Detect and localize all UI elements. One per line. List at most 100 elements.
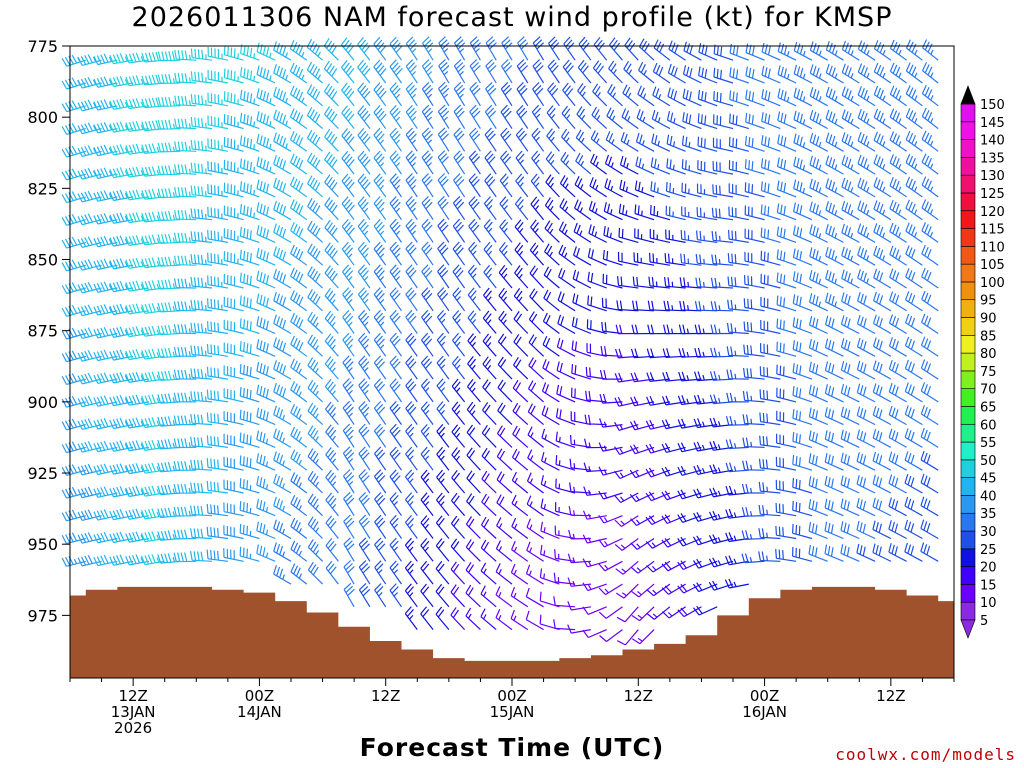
wind-barb <box>157 210 181 222</box>
wind-barb <box>125 394 149 406</box>
y-tick-label-925: 925 <box>27 464 58 483</box>
wind-barb <box>451 447 466 471</box>
wind-barb <box>453 127 466 152</box>
wind-barb <box>904 336 923 357</box>
wind-barb <box>469 81 481 107</box>
wind-barb <box>808 430 828 448</box>
wind-barb <box>598 537 623 548</box>
wind-barb <box>921 130 939 152</box>
wind-barb <box>646 372 670 382</box>
wind-barb <box>678 348 702 358</box>
wind-barb <box>206 366 228 380</box>
wind-barb <box>792 317 813 335</box>
wind-barb <box>480 539 497 562</box>
wind-barb <box>567 601 591 611</box>
wind-barb <box>61 418 86 431</box>
wind-barb <box>532 59 545 84</box>
wind-barb <box>777 111 797 130</box>
wind-barb <box>614 538 639 551</box>
wind-barb <box>420 469 434 494</box>
wind-barb <box>273 337 292 357</box>
wind-barb <box>634 228 655 243</box>
wind-barb <box>256 247 276 266</box>
wind-barb <box>920 450 939 471</box>
wind-barb <box>125 257 149 269</box>
wind-barb <box>157 119 181 130</box>
wind-barb <box>373 378 387 403</box>
colorbar-swatch <box>960 477 976 496</box>
wind-barb <box>697 160 718 175</box>
wind-barb <box>405 401 418 425</box>
wind-barb <box>342 469 355 494</box>
colorbar-swatch <box>960 263 976 283</box>
wind-barb <box>825 63 844 84</box>
colorbar-swatch <box>960 139 976 158</box>
wind-barb <box>239 135 260 152</box>
wind-barb <box>532 36 545 61</box>
wind-barb <box>761 135 781 152</box>
colorbar-label: 110 <box>980 240 1005 255</box>
wind-barb <box>905 176 923 198</box>
wind-barb <box>420 538 434 562</box>
wind-barb <box>708 534 734 545</box>
wind-barb <box>223 159 244 175</box>
wind-barb <box>357 196 371 221</box>
wind-barb <box>515 173 529 198</box>
wind-barb <box>452 332 466 357</box>
terrain <box>70 586 954 678</box>
credit-link[interactable]: coolwx.com/models <box>835 745 1016 764</box>
wind-barb <box>825 132 844 152</box>
wind-barb <box>323 37 339 61</box>
wind-barb <box>389 423 402 448</box>
wind-barb <box>648 276 670 289</box>
wind-barb <box>93 418 118 430</box>
wind-barb <box>698 42 718 61</box>
wind-barb <box>421 241 434 266</box>
colorbar-label: 130 <box>980 169 1005 184</box>
wind-barb <box>921 222 939 243</box>
wind-barb <box>824 452 844 471</box>
wind-barb <box>571 340 592 357</box>
wind-barb <box>631 606 655 622</box>
wind-barb <box>467 378 481 403</box>
wind-barb <box>598 442 623 452</box>
wind-barb <box>539 614 560 631</box>
wind-barb <box>840 429 860 448</box>
wind-barb <box>141 189 165 200</box>
wind-barb <box>389 560 402 585</box>
wind-barb <box>742 460 765 471</box>
wind-barb <box>273 428 292 448</box>
wind-barb <box>157 507 181 519</box>
wind-barb <box>514 242 529 266</box>
wind-barb <box>452 310 466 334</box>
wind-barb <box>324 242 339 266</box>
wind-barb <box>173 392 197 403</box>
wind-barb <box>693 512 718 522</box>
wind-barb <box>109 372 134 384</box>
wind-barb <box>482 379 497 403</box>
wind-barb <box>501 36 513 61</box>
x-tick-label: 13JAN <box>111 703 156 721</box>
colorbar-swatch <box>960 228 976 247</box>
wind-barb <box>109 463 134 475</box>
wind-barb <box>542 312 560 334</box>
wind-barb <box>420 378 434 403</box>
wind-barb <box>614 396 639 407</box>
wind-barb <box>574 176 592 198</box>
wind-barb <box>499 173 513 198</box>
wind-barb <box>634 180 655 198</box>
wind-barb <box>709 487 734 498</box>
wind-barb <box>630 560 655 574</box>
wind-barb <box>682 112 702 130</box>
wind-barb <box>207 229 229 243</box>
wind-barb <box>527 403 544 426</box>
wind-barb <box>223 251 244 266</box>
wind-barb <box>647 300 670 312</box>
wind-barb <box>560 151 576 175</box>
wind-barb <box>825 41 844 61</box>
wind-barb <box>421 59 434 84</box>
wind-barb <box>776 180 797 198</box>
colorbar-label: 50 <box>980 454 997 469</box>
wind-barb <box>759 412 781 426</box>
wind-barb <box>726 369 749 380</box>
